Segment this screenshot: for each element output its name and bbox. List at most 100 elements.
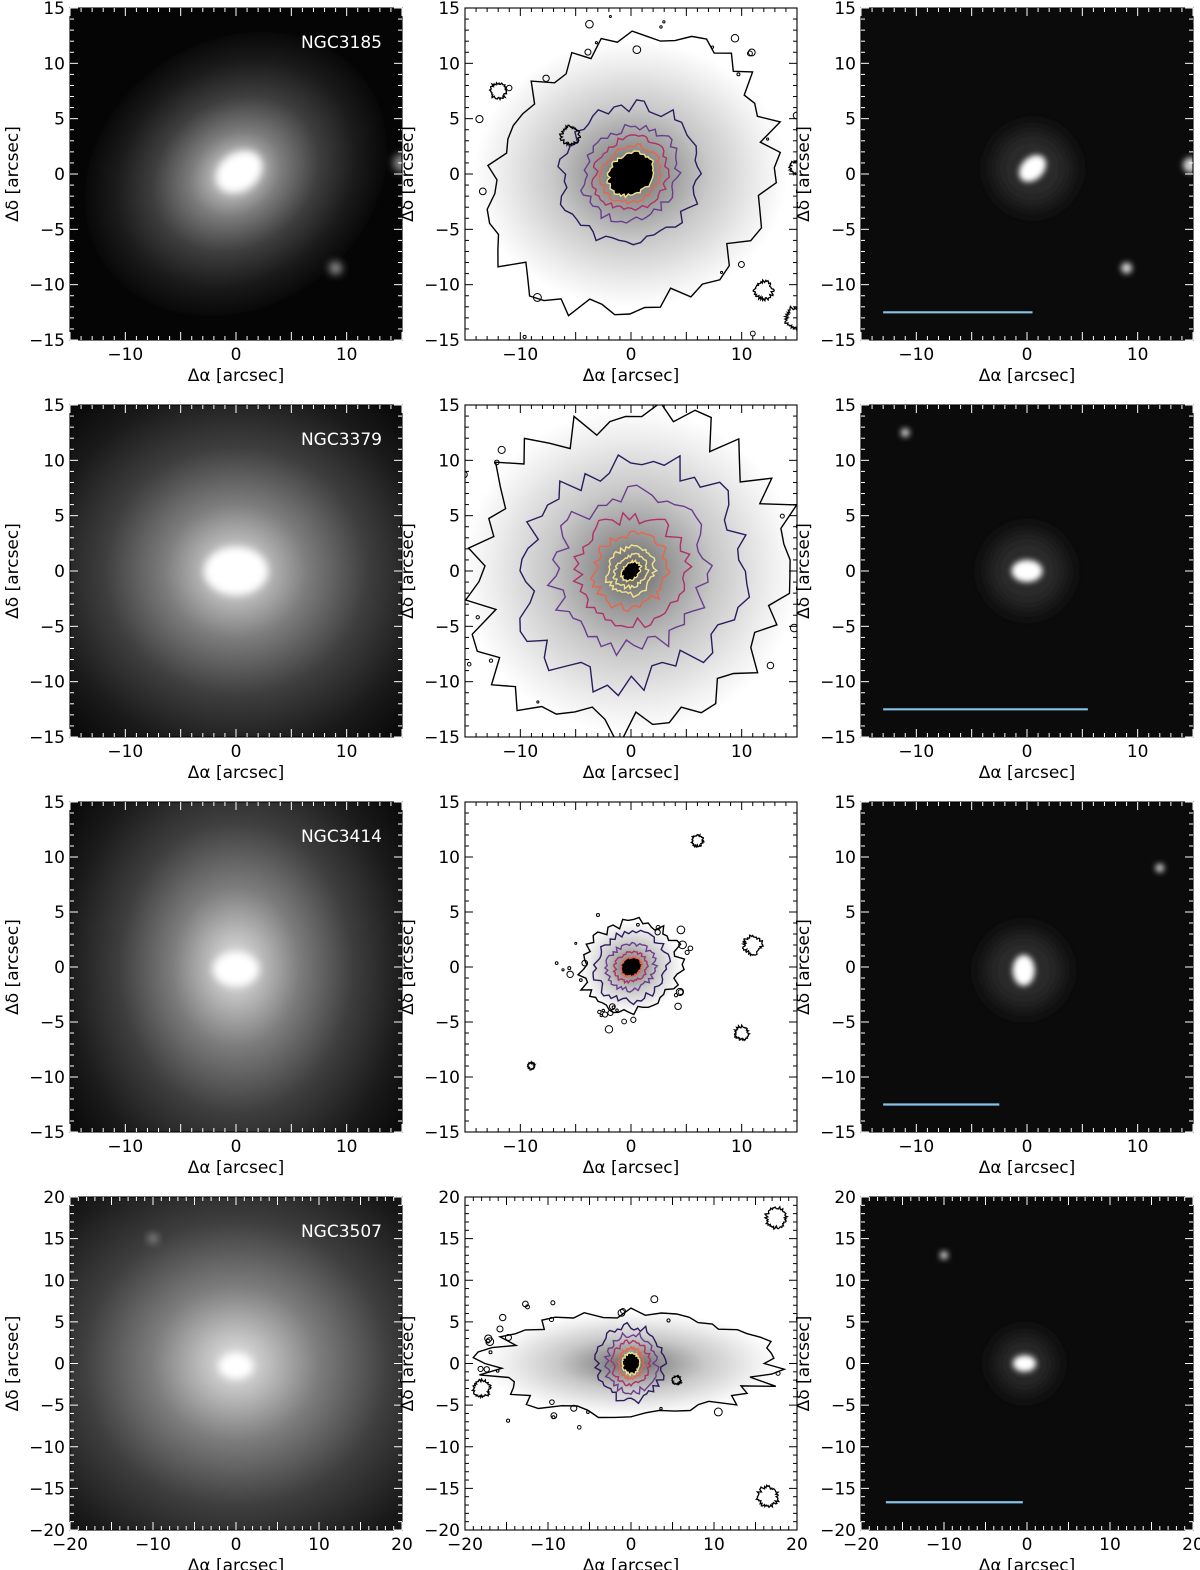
x-tick-label: 0 xyxy=(626,1137,637,1157)
x-tick-label: 0 xyxy=(1022,345,1033,365)
contour-line xyxy=(472,1307,787,1419)
noise-contour xyxy=(576,1425,582,1430)
galaxy-core xyxy=(212,951,260,987)
y-tick-label: −20 xyxy=(820,1521,856,1541)
x-tick-label: 10 xyxy=(731,742,753,762)
y-axis-label: Δδ [arcsec] xyxy=(398,523,418,619)
noise-contour xyxy=(574,941,578,945)
contour-line xyxy=(590,134,671,211)
y-tick-label: 5 xyxy=(845,903,856,923)
noise-contour xyxy=(749,330,756,337)
image-panel-ngc3507: NGC3507 −20 −15 −10 −5 0 5 10 15 20 −20 −10 0 10 20 Δα … xyxy=(3,1188,413,1570)
star xyxy=(1121,262,1133,274)
x-tick-label: 0 xyxy=(231,1535,242,1555)
x-tick-label: 10 xyxy=(731,345,753,365)
noise-contour xyxy=(662,20,666,24)
noise-contour xyxy=(819,522,823,526)
noise-contour xyxy=(566,970,574,978)
noise-contour xyxy=(673,993,679,998)
y-tick-label: −15 xyxy=(424,331,460,351)
noise-contour xyxy=(775,1370,781,1376)
noise-contour xyxy=(555,390,560,395)
noise-contour xyxy=(532,293,542,302)
contour-blob xyxy=(752,278,775,303)
y-tick-label: 0 xyxy=(845,165,856,185)
noise-contour xyxy=(674,1002,682,1011)
y-tick-label: −10 xyxy=(29,1068,65,1088)
x-tick-label: 0 xyxy=(1022,1137,1033,1157)
x-tick-label: 10 xyxy=(1127,345,1149,365)
x-tick-label: 0 xyxy=(231,345,242,365)
contour-blob xyxy=(787,159,797,177)
x-tick-label: −10 xyxy=(502,1137,538,1157)
noise-contour xyxy=(702,778,707,783)
noise-contour xyxy=(542,74,550,82)
residual-panel-ngc3379: −15 −10 −5 0 5 10 15 −10 0 10 Δα [arcsec] Δδ [arcse… xyxy=(794,396,1194,783)
noise-contour xyxy=(817,579,819,581)
x-tick-label: 10 xyxy=(703,1535,725,1555)
y-tick-label: 0 xyxy=(54,1355,65,1375)
noise-contour xyxy=(585,19,594,29)
y-tick-label: −15 xyxy=(29,728,65,748)
contour-line xyxy=(546,484,714,657)
noise-contour xyxy=(831,1375,834,1378)
contour-blob xyxy=(755,1483,781,1509)
noise-contour xyxy=(570,1404,578,1412)
y-tick-label: −15 xyxy=(29,331,65,351)
noise-contour xyxy=(561,968,565,972)
x-tick-label: 0 xyxy=(626,345,637,365)
noise-contour xyxy=(713,1407,723,1417)
contour-blob xyxy=(782,305,797,333)
noise-contour xyxy=(584,48,592,56)
y-tick-label: −5 xyxy=(435,1396,460,1416)
noise-contour xyxy=(435,181,437,183)
noise-contour xyxy=(710,45,715,49)
x-tick-label: 0 xyxy=(231,742,242,762)
y-tick-label: −20 xyxy=(424,1521,460,1541)
y-tick-label: −5 xyxy=(40,220,65,240)
y-tick-label: 0 xyxy=(54,958,65,978)
y-tick-label: 10 xyxy=(438,451,460,471)
contour-core xyxy=(624,1355,638,1372)
noise-contour xyxy=(484,1334,493,1343)
y-tick-label: −10 xyxy=(820,673,856,693)
noise-contour xyxy=(766,661,775,670)
y-tick-label: 15 xyxy=(834,396,856,416)
x-tick-label: −10 xyxy=(898,742,934,762)
y-tick-label: 15 xyxy=(438,396,460,416)
y-tick-label: 10 xyxy=(834,54,856,74)
noise-contour xyxy=(607,1009,614,1017)
x-tick-label: −10 xyxy=(107,742,143,762)
noise-contour xyxy=(567,966,572,971)
y-tick-label: −15 xyxy=(820,1123,856,1143)
x-tick-label: −10 xyxy=(926,1535,962,1555)
x-tick-label: 10 xyxy=(731,1137,753,1157)
y-tick-label: −10 xyxy=(29,673,65,693)
x-axis-label: Δα [arcsec] xyxy=(979,1556,1076,1570)
contour-line xyxy=(576,916,686,1016)
noise-contour xyxy=(483,1366,490,1373)
x-tick-label: 10 xyxy=(1127,742,1149,762)
x-tick-label: −10 xyxy=(502,742,538,762)
y-tick-label: 15 xyxy=(438,793,460,813)
x-tick-label: 20 xyxy=(391,1535,413,1555)
y-tick-label: 15 xyxy=(834,793,856,813)
contour-core xyxy=(623,959,639,975)
x-tick-label: 10 xyxy=(308,1535,330,1555)
noise-contour xyxy=(636,2,639,5)
noise-contour xyxy=(659,25,663,29)
noise-contour xyxy=(586,1410,590,1414)
x-axis-label: Δα [arcsec] xyxy=(979,366,1076,386)
star xyxy=(900,428,910,438)
x-axis-label: Δα [arcsec] xyxy=(188,1556,285,1570)
x-axis-label: Δα [arcsec] xyxy=(583,1158,680,1178)
y-tick-label: 10 xyxy=(438,848,460,868)
x-tick-label: −10 xyxy=(107,345,143,365)
y-axis-label: Δδ [arcsec] xyxy=(3,1316,23,1412)
contour-blob xyxy=(671,1374,683,1386)
x-tick-label: 0 xyxy=(626,1535,637,1555)
y-tick-label: 5 xyxy=(54,507,65,527)
y-axis-label: Δδ [arcsec] xyxy=(3,919,23,1015)
y-tick-label: −10 xyxy=(424,1068,460,1088)
y-tick-label: 15 xyxy=(43,1230,65,1250)
